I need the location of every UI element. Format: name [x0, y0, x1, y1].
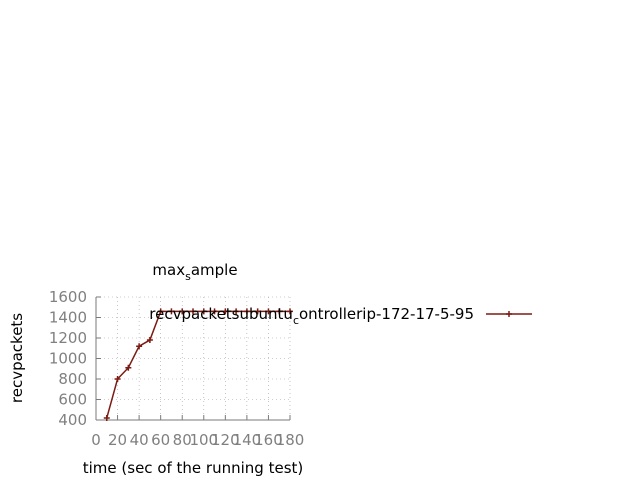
data-point — [179, 308, 186, 315]
series-line — [106, 310, 290, 419]
y-tick-label: 600 — [58, 391, 87, 409]
x-tick-label: 160 — [254, 431, 283, 449]
data-point — [136, 343, 143, 350]
data-point — [211, 308, 218, 315]
x-tick-label: 60 — [151, 431, 170, 449]
y-tick-label: 1200 — [49, 329, 87, 347]
legend-marker — [506, 311, 512, 317]
x-tick-label: 100 — [189, 431, 218, 449]
data-point — [233, 308, 240, 315]
y-tick-label: 1000 — [49, 350, 87, 368]
data-point — [125, 364, 132, 371]
y-tick-label: 1400 — [49, 309, 87, 327]
chart-title-subscript: s — [185, 270, 191, 283]
legend: recvpacketsubuntucontrollerip-172-17-5-9… — [149, 305, 532, 327]
axes-frame — [95, 296, 291, 421]
data-point — [243, 308, 250, 315]
y-tick-label: 400 — [58, 411, 87, 429]
data-point — [200, 308, 207, 315]
data-point — [114, 376, 121, 382]
data-point — [276, 308, 283, 315]
data-point — [254, 308, 261, 315]
x-tick-label: 140 — [233, 431, 262, 449]
chart-title-tail: ample — [191, 261, 238, 279]
chart-title: maxsample — [152, 261, 237, 283]
legend-swatch — [486, 311, 532, 317]
series-recvpackets — [103, 308, 293, 421]
data-point — [146, 337, 153, 344]
legend-label-main: recvpacketsubuntu — [149, 305, 293, 323]
data-point — [190, 308, 196, 315]
x-tick-label: 40 — [130, 431, 149, 449]
x-tick-label: 180 — [276, 431, 305, 449]
legend-label: recvpacketsubuntucontrollerip-172-17-5-9… — [149, 305, 474, 327]
x-tick-label: 20 — [108, 431, 127, 449]
data-point — [222, 308, 229, 315]
x-axis-label: time (sec of the running test) — [83, 459, 304, 477]
chart-title-main: max — [152, 261, 185, 279]
legend-label-tail: ontrollerip-172-17-5-95 — [299, 305, 474, 323]
y-tick-label: 1600 — [49, 288, 87, 306]
data-point — [157, 308, 164, 315]
data-point — [265, 308, 272, 315]
data-point — [168, 308, 175, 315]
data-point — [287, 308, 293, 315]
x-tick-label: 120 — [211, 431, 240, 449]
data-point — [103, 414, 110, 421]
y-axis-label: recvpackets — [8, 313, 26, 403]
x-tick-label: 0 — [91, 431, 101, 449]
y-tick-label: 800 — [58, 370, 87, 388]
x-tick-label: 80 — [173, 431, 192, 449]
legend-label-subscript: c — [293, 314, 299, 327]
y-tick-labels: 400 600 800 1000 1200 1400 1600 — [49, 288, 87, 429]
